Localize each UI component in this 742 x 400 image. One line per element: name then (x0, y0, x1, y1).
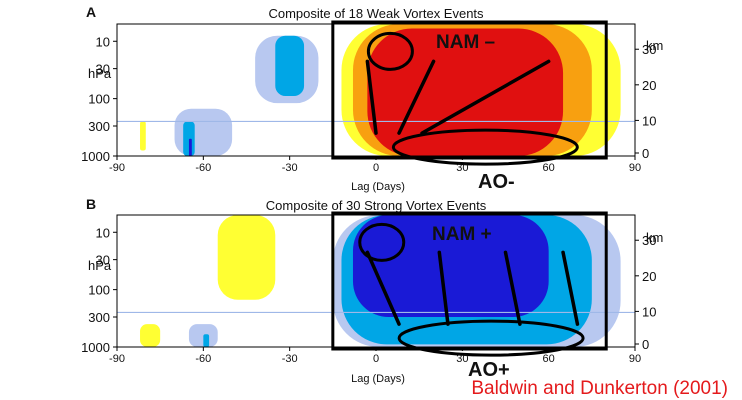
panel-a-y-tick-label-1: 30 (96, 62, 110, 77)
panel-a: A Composite of 18 Weak Vortex Events -90… (81, 4, 663, 193)
panel-a-upper-ellipse (366, 31, 414, 71)
panel-a-highlight-box (331, 20, 608, 160)
panel-b-y-tick-label-4: 1000 (81, 340, 110, 355)
panel-b-x-ticks: -90 -60 -30 0 30 60 90 (109, 347, 641, 365)
panel-b-km-tick-label-3: 0 (642, 337, 649, 352)
panel-a-ray-2 (420, 59, 551, 135)
panel-b-ray-1 (437, 250, 450, 326)
panel-a-x-ticks: -90 -60 -30 0 30 60 90 (109, 156, 641, 174)
panel-a-x-tick-label-5: 60 (543, 162, 555, 174)
panel-b-x-label: Lag (Days) (351, 373, 405, 385)
panel-b-anomaly-region-6 (352, 215, 549, 318)
panel-b-x-tick-label-0: -90 (109, 353, 125, 365)
panel-a-x-tick-label-4: 30 (456, 162, 468, 174)
panel-b-highlight-box (331, 211, 608, 351)
panel-b-x-tick-label-5: 60 (543, 353, 555, 365)
panel-a-right-unit: km (646, 38, 663, 53)
panel-b-km-tick-label-1: 20 (642, 269, 656, 284)
panel-a-anomaly-region-5 (275, 35, 305, 97)
panel-b-x-tick-label-6: 90 (629, 353, 641, 365)
panel-b-y-tick-label-2: 100 (88, 283, 110, 298)
panel-a-ray-0 (365, 59, 378, 135)
panel-a-annotations (365, 31, 579, 166)
panel-b-km-tick-label-2: 10 (642, 304, 656, 319)
panel-b-ray-2 (503, 250, 522, 326)
panel-a-y-tick-label-2: 100 (88, 92, 110, 107)
panel-b-ray-0 (365, 250, 401, 326)
panel-b-x-tick-label-2: -30 (282, 353, 298, 365)
panel-a-y-tick-label-4: 1000 (81, 149, 110, 164)
panel-a-y-tick-label-3: 300 (88, 119, 110, 134)
panel-a-km-tick-label-3: 0 (642, 146, 649, 161)
panel-b: B Composite of 30 Strong Vortex Events -… (81, 196, 663, 385)
panel-b-title: Composite of 30 Strong Vortex Events (266, 198, 487, 213)
panel-b-left-unit: hPa (88, 258, 112, 273)
panel-b-x-tick-label-4: 30 (456, 353, 468, 365)
citation-text: Baldwin and Dunkerton (2001) (471, 378, 728, 399)
panel-b-x-tick-label-1: -60 (195, 353, 211, 365)
panel-a-ao-label: AO- (478, 171, 515, 193)
panel-b-upper-ellipse (358, 222, 406, 262)
panel-a-title: Composite of 18 Weak Vortex Events (268, 6, 484, 21)
panel-b-right-unit: km (646, 230, 663, 245)
panel-b-y-tick-label-1: 30 (96, 253, 110, 268)
panel-b-y-tick-label-0: 10 (96, 225, 110, 240)
panel-a-anomaly-region-7 (367, 28, 564, 156)
panel-a-km-tick-label-2: 10 (642, 113, 656, 128)
panel-b-lower-ellipse (397, 319, 585, 357)
panel-a-left-unit: hPa (88, 66, 112, 81)
panel-b-anomaly-region-5 (203, 334, 210, 347)
panel-a-km-tick-label-0: 30 (642, 42, 656, 57)
panel-b-annotations (358, 222, 585, 357)
panel-letter-b: B (86, 196, 96, 212)
panel-a-x-tick-label-6: 90 (629, 162, 641, 174)
panel-b-x-tick-label-3: 0 (373, 353, 379, 365)
panel-b-km-tick-label-0: 30 (642, 233, 656, 248)
panel-a-anomaly-region-1 (140, 121, 146, 151)
panel-a-anomaly-region-8 (188, 138, 192, 156)
panel-b-ray-3 (561, 250, 580, 326)
panel-b-anomaly-region-3 (188, 324, 218, 347)
panel-a-nam-label: NAM – (436, 32, 495, 53)
panel-a-x-tick-label-1: -60 (195, 162, 211, 174)
panel-a-x-label: Lag (Days) (351, 181, 405, 193)
panel-b-y-tick-label-3: 300 (88, 310, 110, 325)
panel-a-lower-ellipse (391, 128, 579, 166)
panel-b-anomaly-region-1 (217, 215, 276, 300)
panel-b-ao-label: AO+ (468, 359, 510, 381)
panel-b-anomaly-region-2 (140, 324, 161, 347)
panel-a-km-tick-label-1: 20 (642, 78, 656, 93)
panel-a-x-tick-label-2: -30 (282, 162, 298, 174)
panel-a-x-tick-label-3: 0 (373, 162, 379, 174)
panel-letter-a: A (86, 4, 96, 20)
panel-b-nam-label: NAM + (432, 224, 492, 245)
panel-a-ray-1 (397, 59, 436, 135)
panel-a-x-tick-label-0: -90 (109, 162, 125, 174)
panel-a-y-tick-label-0: 10 (96, 34, 110, 49)
